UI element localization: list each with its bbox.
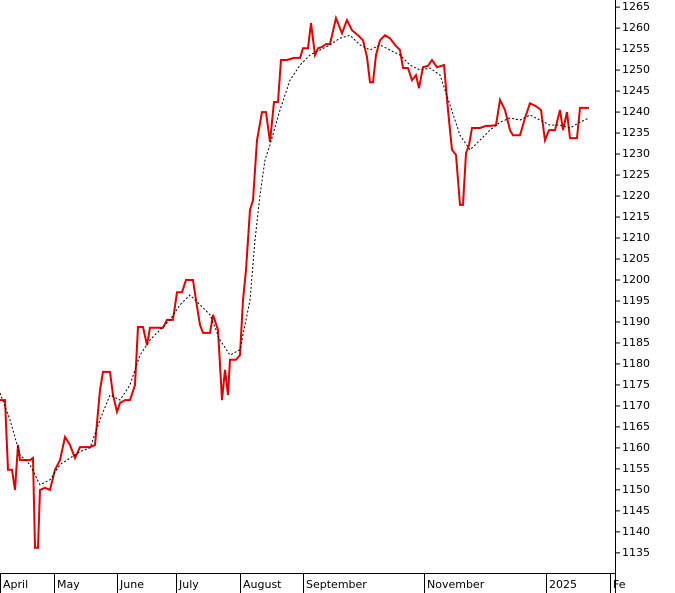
y-tick-label: 1205 [622, 252, 650, 265]
y-tick-label: 1245 [622, 84, 650, 97]
x-tick-label: September [306, 578, 367, 591]
y-tick-label: 1145 [622, 504, 650, 517]
y-tick-label: 1200 [622, 273, 650, 286]
y-tick-label: 1260 [622, 21, 650, 34]
x-tick-label: November [427, 578, 485, 591]
y-tick-label: 1155 [622, 462, 650, 475]
y-tick-label: 1235 [622, 126, 650, 139]
y-tick-label: 1265 [622, 0, 650, 13]
x-tick-label: June [119, 578, 144, 591]
y-tick-label: 1165 [622, 420, 650, 433]
y-tick-label: 1170 [622, 399, 650, 412]
y-tick-label: 1175 [622, 378, 650, 391]
y-tick-label: 1215 [622, 210, 650, 223]
y-tick-label: 1210 [622, 231, 650, 244]
y-tick-label: 1185 [622, 336, 650, 349]
y-tick-label: 1190 [622, 315, 650, 328]
x-tick-label: April [3, 578, 28, 591]
y-tick-label: 1250 [622, 63, 650, 76]
y-tick-label: 1140 [622, 525, 650, 538]
y-tick-label: 1135 [622, 546, 650, 559]
y-tick-label: 1220 [622, 189, 650, 202]
y-tick-label: 1240 [622, 105, 650, 118]
y-tick-label: 1225 [622, 168, 650, 181]
x-tick-label: 2025 [549, 578, 577, 591]
y-tick-label: 1230 [622, 147, 650, 160]
y-tick-label: 1160 [622, 441, 650, 454]
x-tick-label: May [57, 578, 80, 591]
series-line [0, 34, 590, 486]
y-tick-label: 1180 [622, 357, 650, 370]
series-line [0, 14, 589, 549]
y-tick-label: 1150 [622, 483, 650, 496]
y-tick-label: 1195 [622, 294, 650, 307]
x-tick-label: Fe [613, 578, 626, 591]
x-tick-label: August [243, 578, 282, 591]
y-tick-label: 1255 [622, 42, 650, 55]
x-tick-label: July [178, 578, 199, 591]
